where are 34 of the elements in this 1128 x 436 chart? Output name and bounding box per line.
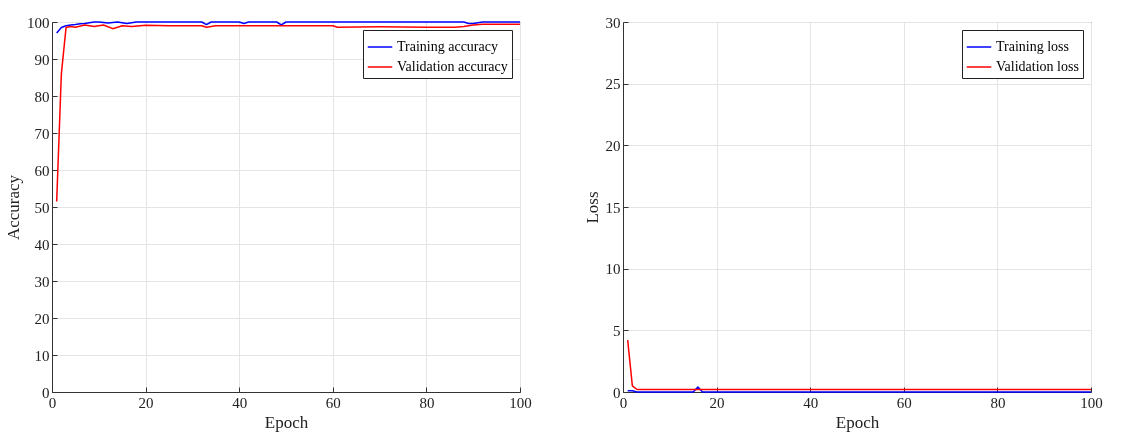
x-axis-title: Epoch: [835, 412, 880, 432]
y-tick-label: 20: [34, 310, 50, 327]
x-tick-label: 20: [138, 394, 154, 411]
x-tick-label: 100: [509, 394, 532, 411]
x-tick-label: 80: [419, 394, 435, 411]
x-tick-label: 60: [325, 394, 341, 411]
x-tick-label: 80: [990, 394, 1006, 411]
y-tick-label: 10: [34, 347, 50, 364]
y-tick-label: 5: [613, 322, 621, 339]
y-axis-title: Loss: [582, 191, 602, 224]
y-tick-label: 60: [34, 162, 50, 179]
y-tick-label: 50: [34, 199, 50, 216]
y-tick-label: 80: [34, 88, 50, 105]
y-tick-label: 15: [605, 199, 621, 216]
x-tick-label: 40: [232, 394, 248, 411]
x-tick-label: 40: [803, 394, 819, 411]
y-tick-label: 30: [34, 273, 50, 290]
y-tick-label: 100: [27, 14, 50, 31]
legend-label: Training accuracy: [397, 39, 498, 54]
y-tick-label: 25: [605, 76, 621, 93]
legend-label: Validation loss: [996, 59, 1079, 74]
x-axis-title: Epoch: [264, 412, 309, 432]
x-tick-label: 60: [896, 394, 912, 411]
x-tick-label: 100: [1080, 394, 1103, 411]
y-tick-label: 10: [605, 261, 621, 278]
y-axis-title: Accuracy: [4, 174, 23, 241]
x-tick-label: 20: [709, 394, 725, 411]
y-tick-label: 70: [34, 125, 50, 142]
y-tick-label: 20: [605, 137, 621, 154]
y-tick-label: 90: [34, 51, 50, 68]
y-tick-label: 30: [605, 14, 621, 31]
legend-label: Training loss: [996, 39, 1070, 54]
legend-label: Validation accuracy: [397, 59, 508, 74]
y-tick-label: 40: [34, 236, 50, 253]
